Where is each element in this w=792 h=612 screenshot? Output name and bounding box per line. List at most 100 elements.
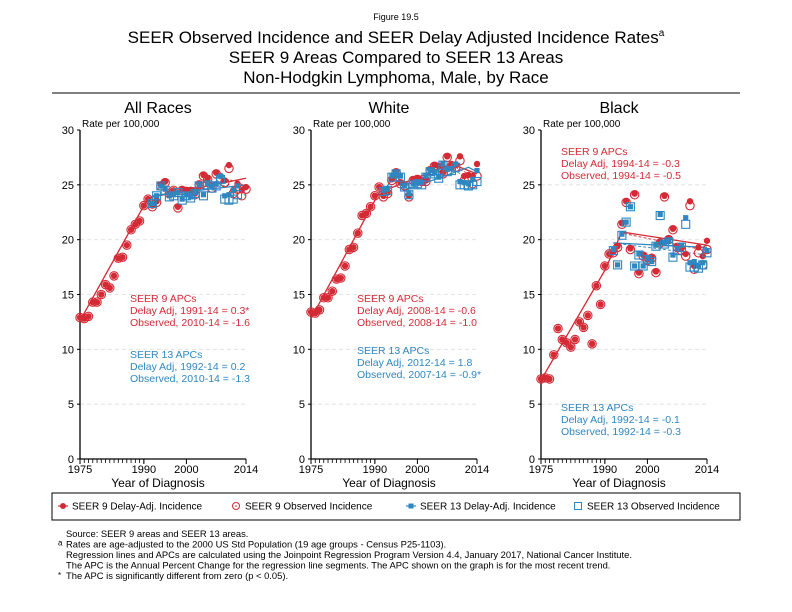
x-tick-label: 2000 [635,464,659,476]
point-seer13-observed [451,162,461,172]
point-seer9-delay-adj [174,203,182,210]
point-seer9-observed [319,293,329,303]
point-seer13-delay-adj [615,262,621,268]
point-seer9-observed [544,374,555,384]
apc-annotation-seer13: SEER 13 APCs [357,345,429,357]
point-seer9-observed [570,334,580,345]
point-seer9-delay-adj [563,339,570,346]
point-seer9-delay-adj [371,192,379,199]
apc-annotation-seer13: Delay Adj, 2012-14 = 1.8 [357,357,472,369]
footnote-text: The APC is the Annual Percent Change for… [66,560,610,571]
point-seer9-observed [314,305,325,315]
point-seer13-delay-adj [234,183,241,189]
point-seer9-observed [591,280,602,291]
y-axis-label: Rate per 100,000 [82,119,160,130]
point-seer13-observed [702,248,712,258]
legend-label: SEER 9 Observed Incidence [245,502,373,513]
point-seer9-observed [224,163,234,174]
point-seer9-delay-adj [631,190,638,197]
point-seer13-delay-adj [640,263,646,269]
y-tick-label: 15 [523,290,535,302]
point-seer13-delay-adj [657,211,663,218]
point-seer9-observed [348,242,359,253]
point-seer9-observed [353,228,363,238]
point-seer13-delay-adj [154,193,160,199]
point-seer9-delay-adj [635,269,643,276]
point-seer9-observed [651,267,661,278]
y-tick-label: 20 [293,235,305,247]
panel-title: White [369,100,410,117]
point-seer9-delay-adj [601,262,609,270]
apc-annotation-seer9: Delay Adj, 1994-14 = -0.3 [561,158,680,170]
point-seer9-delay-adj [669,225,677,232]
y-tick-label: 30 [293,125,305,137]
point-seer9-observed [361,208,372,219]
point-seer9-delay-adj [703,237,711,244]
point-seer13-delay-adj [406,191,412,197]
point-seer13-delay-adj [200,192,207,198]
point-seer9-delay-adj [136,217,143,225]
point-seer9-observed [583,310,593,321]
apc-annotation-seer9: Observed, 2010-14 = -1.6 [130,317,250,329]
point-seer13-observed [625,202,635,212]
point-seer9-observed [566,342,576,352]
panel-all-races: All Races Rate per 100,000 Year of Diagnos… [62,100,258,490]
point-seer9-observed [625,244,636,255]
point-seer9-observed [105,283,115,293]
point-seer13-observed [383,185,393,195]
point-seer9-delay-adj [444,153,451,160]
point-seer9-delay-adj [584,312,592,319]
point-seer9-delay-adj [329,288,336,295]
point-seer9-delay-adj [140,202,148,209]
x-tick-label: 2014 [695,464,719,476]
x-tick-label: 1990 [363,464,387,476]
panel-title: Black [599,100,639,117]
point-seer9-observed [92,297,102,307]
footnote-text: Rates are age-adjusted to the 2000 US St… [66,539,446,550]
footnote-text: Source: SEER 9 areas and SEER 13 areas. [66,528,248,539]
point-seer13-observed [395,172,405,182]
point-seer13-observed [655,210,665,221]
point-seer9-delay-adj [341,262,349,270]
point-seer13-observed [232,190,243,200]
figure-label: Figure 19.5 [373,12,419,22]
point-seer13-observed [647,257,657,267]
x-tick-label: 1975 [299,464,323,476]
y-tick-label: 0 [529,454,535,466]
point-seer9-delay-adj [367,203,374,210]
footnotes: Source: SEER 9 areas and SEER 13 areas.a… [58,528,632,581]
point-seer13-observed [198,191,208,201]
y-axis-label: Rate per 100,000 [313,119,391,130]
y-tick-label: 20 [523,235,535,247]
point-seer9-observed [685,200,695,211]
point-seer13-observed [698,260,708,270]
point-seer9-observed [113,253,124,264]
legend-marker-open-square [574,502,582,510]
y-tick-label: 0 [299,454,305,466]
point-seer13-delay-adj [440,161,446,167]
point-seer13-observed [152,191,162,201]
apc-annotation-seer9: Delay Adj, 2008-14 = -0.6 [357,305,476,317]
point-seer9-observed [540,373,551,383]
point-seer9-observed [336,273,346,283]
legend-item: SEER 13 Delay-Adj. Incidence [406,502,556,513]
apc-annotation-seer9: Observed, 1994-14 = -0.5 [561,170,681,182]
chart-title-line1: SEER Observed Incidence and SEER Delay A… [128,28,665,47]
y-tick-label: 5 [529,399,535,411]
point-seer13-delay-adj [636,251,642,257]
apc-annotation-seer13: Observed, 2007-14 = -0.9* [357,369,481,381]
point-seer13-observed [608,246,618,256]
point-seer9-observed [327,286,338,296]
y-tick-label: 0 [68,454,74,466]
footnote-text: Regression lines and APCs are calculated… [66,549,632,560]
point-seer9-delay-adj [550,351,557,359]
title-superscript: a [659,28,665,39]
point-seer13-delay-adj [619,231,625,237]
legend-box [51,492,741,521]
y-tick-label: 10 [293,344,305,356]
x-tick-label: 1990 [593,464,617,476]
point-seer9-observed [629,189,640,200]
y-tick-label: 15 [293,290,305,302]
point-seer13-observed [434,173,444,183]
point-seer13-delay-adj [683,215,689,221]
